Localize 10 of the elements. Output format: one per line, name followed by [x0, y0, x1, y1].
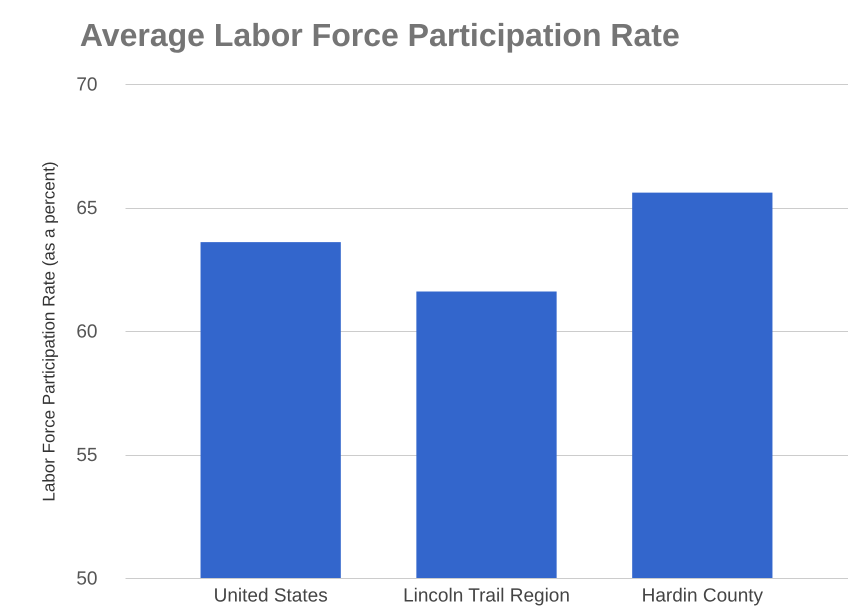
- y-tick-label: 70: [76, 74, 98, 96]
- y-tick-label: 60: [76, 322, 98, 342]
- y-tick-label: 65: [76, 198, 98, 219]
- x-tick-label: Hardin County: [642, 586, 764, 606]
- x-tick-label: Lincoln Trail Region: [403, 586, 570, 606]
- chart-title: Average Labor Force Participation Rate: [80, 17, 680, 53]
- x-tick-label: United States: [214, 586, 328, 606]
- y-tick-label: 55: [76, 445, 98, 466]
- y-axis-title: Labor Force Participation Rate (as a percent): [39, 161, 58, 502]
- y-tick-label: 50: [76, 568, 98, 590]
